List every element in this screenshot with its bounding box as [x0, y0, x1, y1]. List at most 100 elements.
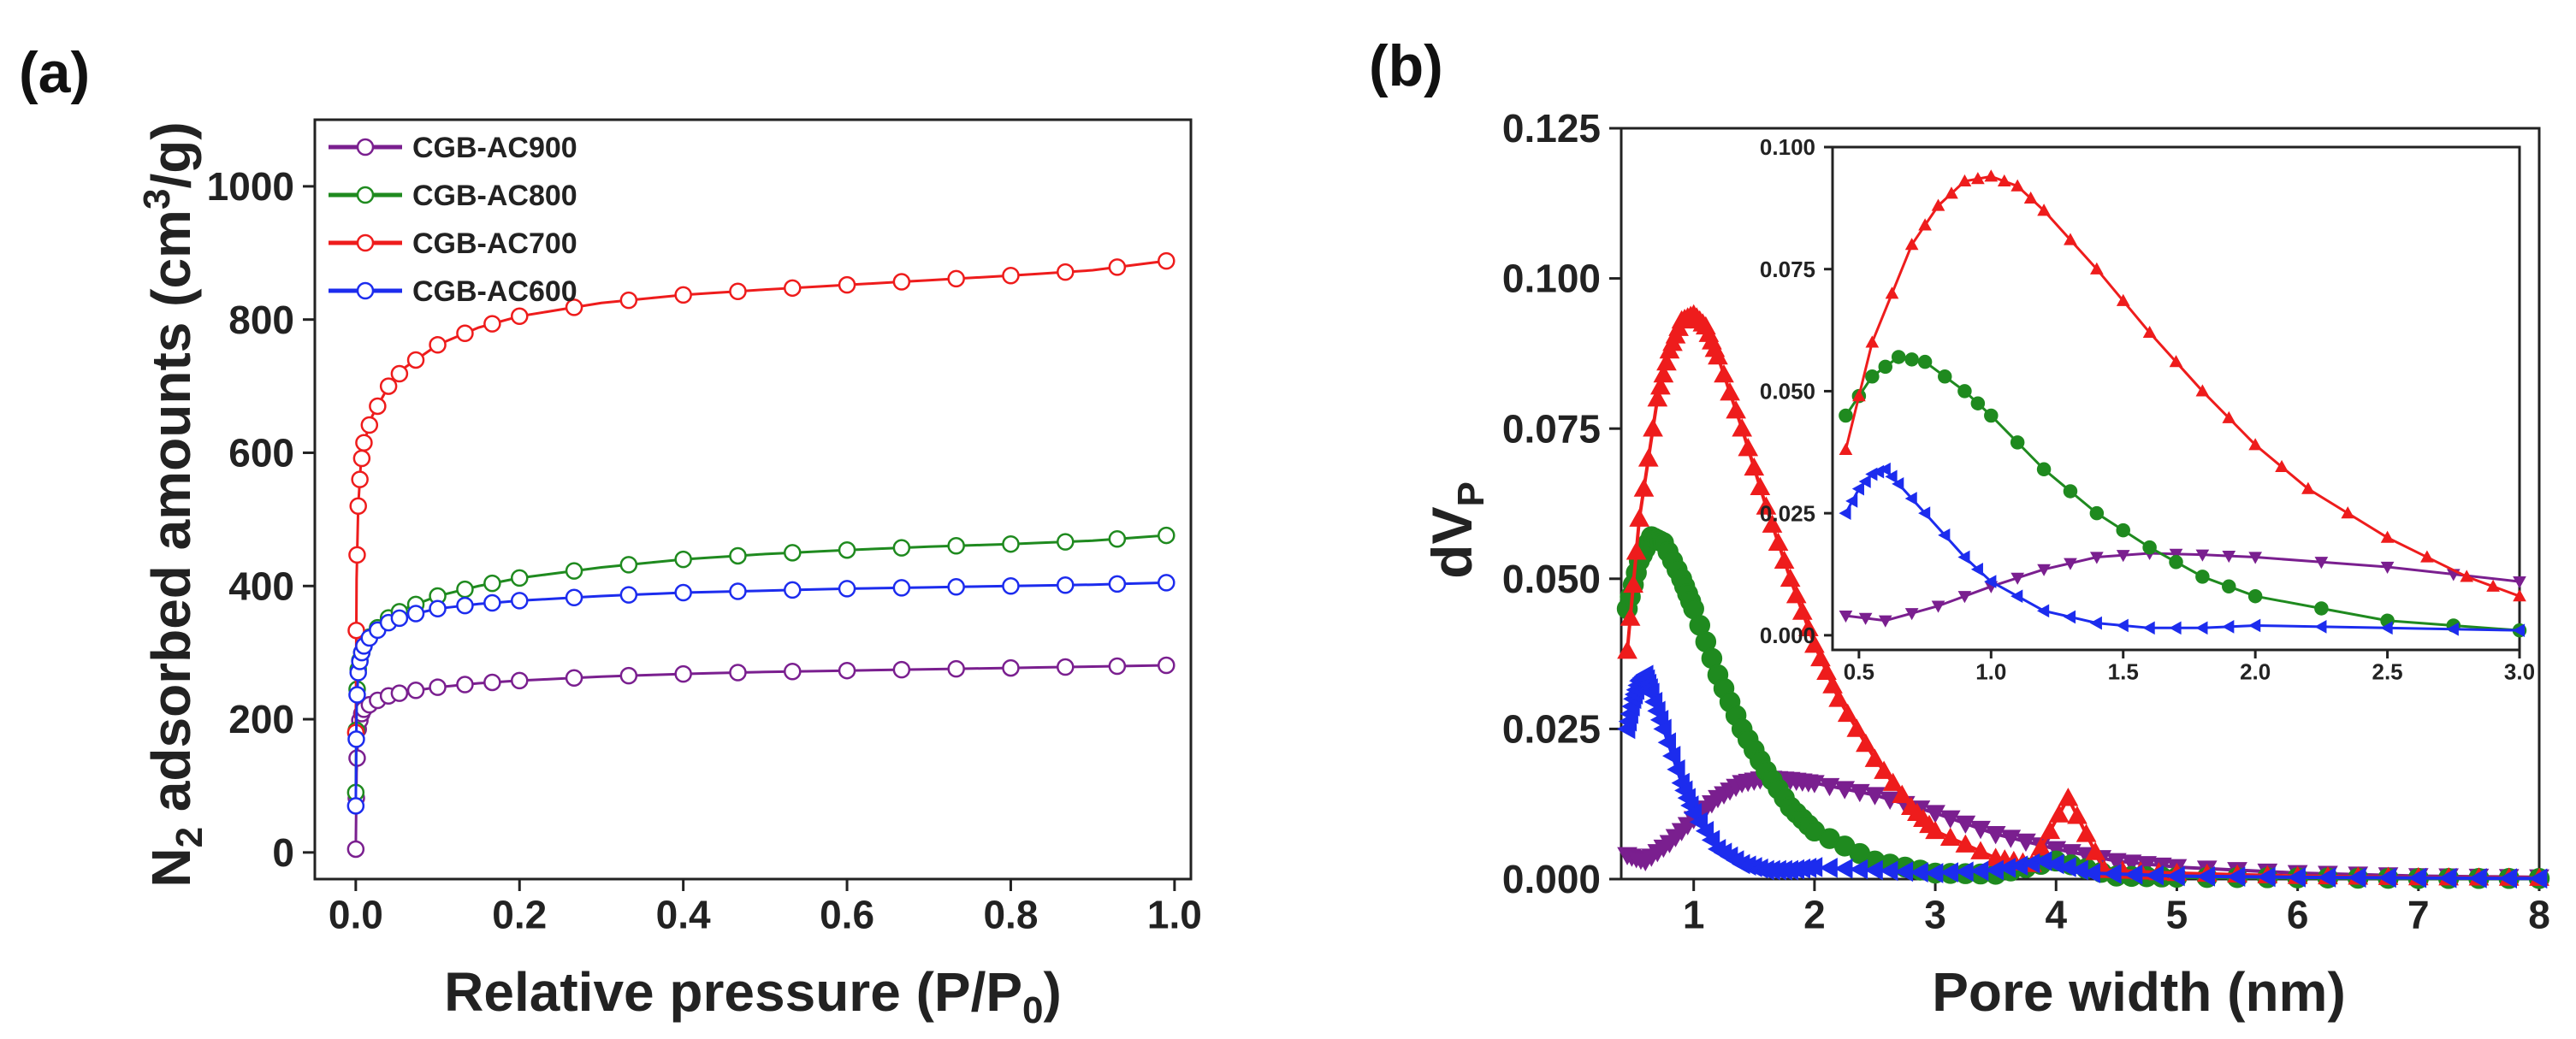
inset-point-cgb-ac600 [2169, 621, 2182, 635]
chart-a-y-tick-label: 800 [228, 298, 294, 342]
chart-a-point-cgb-ac900 [346, 840, 365, 859]
chart-b-point-cgb-ac700 [1804, 635, 1825, 653]
inset-point-cgb-ac800 [1970, 396, 1986, 410]
legend-label-cgb-ac600: CGB-AC600 [412, 275, 577, 308]
chart-a-y-tick-label: 1000 [207, 164, 294, 209]
chart-a-y-tick-label: 0 [272, 830, 294, 875]
chart-a-point-cgb-ac900 [483, 673, 501, 692]
chart-b-point-cgb-ac600 [1695, 820, 1714, 841]
legend-marker-cgb-ac700 [356, 233, 375, 252]
inset-point-cgb-ac900 [2222, 551, 2236, 564]
chart-a-point-cgb-ac800 [947, 537, 965, 555]
chart-a-point-cgb-ac900 [784, 662, 802, 681]
chart-b-point-cgb-ac700 [1837, 703, 1858, 723]
chart-b-point-cgb-ac700 [1626, 541, 1647, 560]
inset-point-cgb-ac700 [2275, 459, 2289, 473]
inset-x-tick-label: 3.0 [2504, 659, 2535, 685]
chart-b-point-cgb-ac700 [1882, 772, 1904, 791]
inset-point-cgb-ac600 [1957, 550, 1970, 564]
chart-b-point-cgb-ac900 [2046, 841, 2067, 859]
inset-point-cgb-ac600 [2063, 610, 2076, 624]
chart-b-point-cgb-ac600 [1701, 829, 1720, 851]
inset-point-cgb-ac800 [1984, 408, 1999, 423]
chart-b-point-cgb-ac600 [2468, 868, 2487, 888]
panel-b-label: (b) [1369, 33, 1443, 98]
inset-point-cgb-ac600 [2195, 621, 2208, 635]
chart-b-point-cgb-ac700 [1797, 617, 1819, 637]
chart-b-point-cgb-ac700 [1623, 574, 1643, 593]
inset-point-cgb-ac900 [2314, 557, 2329, 570]
inset-point-cgb-ac700 [1885, 286, 1899, 299]
chart-b-point-cgb-ac900 [1955, 815, 1976, 835]
chart-a-point-cgb-ac600 [348, 686, 366, 704]
chart-a-point-cgb-ac800 [483, 574, 501, 593]
inset-background [1833, 147, 2520, 650]
inset-point-cgb-ac700 [2064, 233, 2077, 245]
inset-x-tick-label: 1.0 [1975, 659, 2006, 685]
chart-b-point-cgb-ac700 [1732, 418, 1753, 437]
inset-point-cgb-ac600 [2010, 589, 2023, 604]
inset-x-tick-label: 2.5 [2372, 659, 2402, 685]
chart-a-point-cgb-ac600 [511, 592, 529, 610]
chart-b-point-cgb-ac900 [1849, 783, 1870, 803]
chart-b-point-cgb-ac700 [1774, 550, 1795, 570]
chart-b-point-cgb-ac600 [1683, 802, 1703, 824]
inset-point-cgb-ac900 [2513, 576, 2526, 589]
chart-b-point-cgb-ac700 [1846, 718, 1868, 737]
inset-point-cgb-ac700 [1865, 335, 1880, 348]
chart-b-y-tick-label: 0.125 [1502, 106, 1601, 151]
chart-b-point-cgb-ac700 [1744, 457, 1765, 476]
inset-point-cgb-ac800 [2010, 435, 2025, 450]
chart-a-point-cgb-ac700 [1057, 263, 1075, 281]
chart-a-series-line-cgb-ac900 [354, 664, 1167, 849]
inset-point-cgb-ac700 [1997, 174, 2011, 187]
chart-b-x-tick-label: 3 [1924, 893, 1946, 937]
chart-a-point-cgb-ac900 [838, 661, 856, 680]
inset-point-cgb-ac800 [2247, 588, 2263, 604]
chart-b-point-cgb-ac700 [1653, 363, 1674, 383]
chart-a-series-line-cgb-ac600 [354, 581, 1167, 806]
chart-a-point-cgb-ac800 [838, 540, 856, 559]
chart-a-point-cgb-ac600 [619, 586, 638, 604]
inset-point-cgb-ac700 [1904, 238, 1919, 251]
chart-a-point-cgb-ac900 [729, 664, 747, 682]
chart-a-point-cgb-ac700 [674, 286, 692, 304]
chart-b-point-cgb-ac600 [2378, 867, 2396, 888]
chart-b-point-cgb-ac700 [2085, 841, 2105, 860]
inset-point-cgb-ac900 [2010, 572, 2025, 585]
chart-b-point-cgb-ac700 [1750, 476, 1771, 495]
chart-b-point-cgb-ac700 [1828, 688, 1849, 707]
chart-a-point-cgb-ac900 [892, 660, 911, 679]
inset-x-tick-label: 0.5 [1844, 659, 1874, 685]
chart-b-x-tick-label: 4 [2045, 893, 2067, 937]
inset-point-cgb-ac700 [2195, 384, 2210, 397]
chart-b-point-cgb-ac900 [1834, 781, 1856, 800]
chart-a-point-cgb-ac700 [947, 269, 965, 288]
chart-b-point-cgb-ac600 [1819, 857, 1838, 878]
inset-point-cgb-ac900 [1858, 612, 1873, 625]
chart-a-x-axis-title: Relative pressure (P/P0) [444, 961, 1062, 1031]
chart-a-point-cgb-ac700 [892, 273, 911, 291]
chart-a-point-cgb-ac800 [1158, 526, 1175, 545]
legend-label-cgb-ac800: CGB-AC800 [412, 180, 577, 212]
chart-a-point-cgb-ac800 [784, 544, 802, 562]
legend-marker-cgb-ac600 [356, 281, 375, 300]
inset-point-cgb-ac800 [2142, 540, 2157, 555]
inset-point-cgb-ac900 [1957, 591, 1972, 604]
chart-b-plot-frame [1620, 127, 2541, 881]
chart-b-point-cgb-ac600 [1689, 812, 1708, 833]
inset-point-cgb-ac700 [2037, 204, 2051, 216]
chart-b-x-axis-title: Pore width (nm) [1932, 961, 2346, 1023]
chart-b-point-cgb-ac700 [1768, 532, 1789, 551]
chart-b-point-cgb-ac600 [2227, 866, 2246, 888]
inset-point-cgb-ac600 [1885, 469, 1898, 484]
chart-a-point-cgb-ac700 [838, 275, 856, 294]
chart-a-y-tick-label: 600 [228, 431, 294, 475]
chart-b-point-cgb-ac600 [2348, 867, 2366, 888]
chart-b-x-tick-label: 8 [2528, 893, 2550, 937]
chart-b-point-cgb-ac700 [1856, 733, 1876, 753]
inset-point-cgb-ac700 [1984, 169, 1999, 182]
inset-y-tick-label: 0.050 [1760, 379, 1815, 404]
inset-point-cgb-ac800 [2222, 579, 2236, 594]
chart-b-point-cgb-ac600 [2317, 867, 2336, 888]
